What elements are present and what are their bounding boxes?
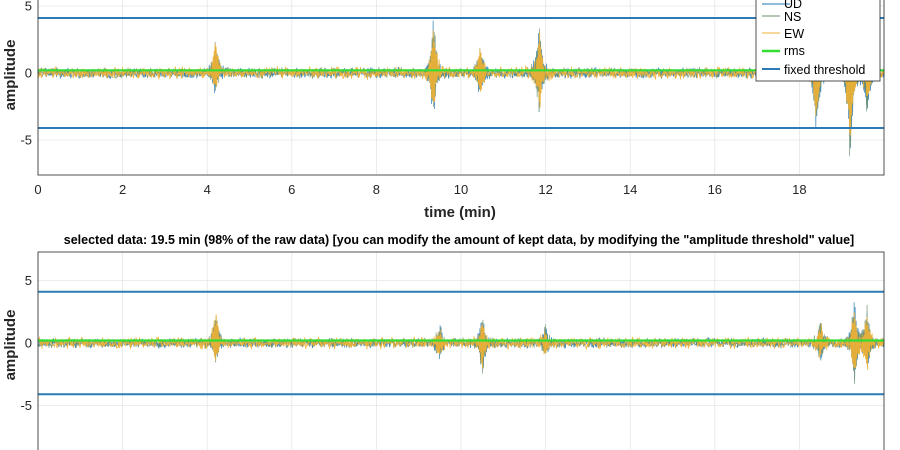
x-tick-label: 4	[204, 182, 211, 197]
y-tick-label: 0	[25, 336, 32, 351]
panel-bottom: selected data: 19.5 min (98% of the raw …	[2, 233, 885, 450]
plot-frame	[37, 251, 885, 450]
y-tick-label: 0	[25, 66, 32, 81]
x-axis-label: time (min)	[424, 204, 496, 221]
legend-label-threshold: fixed threshold	[784, 63, 865, 77]
y-tick-label: -5	[20, 133, 32, 148]
y-axis-label: amplitude	[2, 40, 19, 111]
legend-label-ew: EW	[784, 27, 804, 41]
y-tick-label: 5	[25, 0, 32, 14]
legend-label-ud: UD	[784, 0, 802, 11]
y-tick-label: -5	[20, 398, 32, 413]
legend-label-ns: NS	[784, 10, 801, 24]
panel-top: 0 2 4 6 8 10 12 14 16 18 -5 0 5 amplitude time (min…	[2, 0, 885, 221]
x-tick-label: 12	[538, 182, 552, 197]
y-tick-label: 5	[25, 273, 32, 288]
x-tick-label: 6	[288, 182, 295, 197]
x-tick-label: 2	[119, 182, 126, 197]
plot-frame	[37, 0, 885, 176]
y-tick-labels: -5 0 5	[20, 0, 32, 148]
x-tick-labels: 0 2 4 6 8 10 12 14 16 18	[34, 182, 806, 197]
panel-title: selected data: 19.5 min (98% of the raw …	[64, 233, 854, 247]
legend-label-rms: rms	[784, 44, 805, 58]
x-tick-label: 0	[34, 182, 41, 197]
y-tick-labels: -5 0 5	[20, 273, 32, 413]
x-tick-label: 16	[708, 182, 722, 197]
x-tick-label: 8	[373, 182, 380, 197]
reference-lines	[38, 290, 884, 396]
x-tick-label: 18	[792, 182, 806, 197]
x-tick-label: 10	[454, 182, 468, 197]
reference-lines	[38, 17, 884, 129]
legend: UD NS EW rms fixed threshold	[755, 0, 881, 82]
legend-box	[755, 0, 881, 82]
x-tick-label: 14	[623, 182, 637, 197]
y-axis-label: amplitude	[2, 310, 19, 381]
